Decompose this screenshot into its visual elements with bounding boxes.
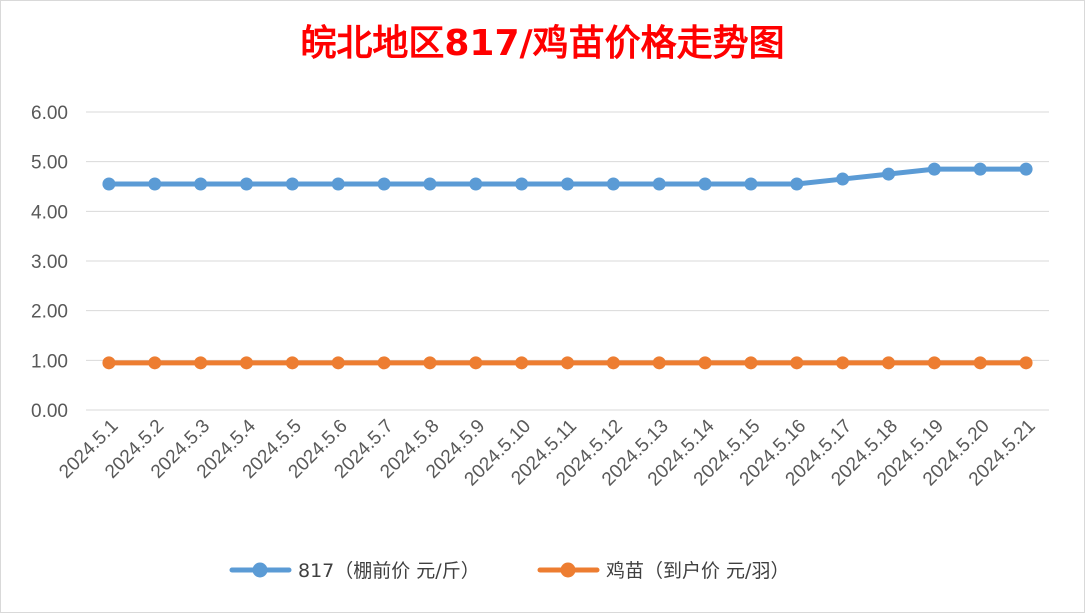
data-point	[377, 356, 391, 370]
data-point	[836, 356, 850, 370]
data-point	[606, 177, 620, 191]
y-tick-label: 5.00	[31, 153, 68, 174]
data-point	[469, 356, 483, 370]
data-point	[790, 177, 804, 191]
data-point	[469, 177, 483, 191]
data-point	[423, 356, 437, 370]
y-tick-label: 3.00	[31, 252, 68, 273]
chart-title: 皖北地区817/鸡苗价格走势图	[300, 23, 785, 64]
data-point	[882, 167, 895, 181]
legend-label: 鸡苗（到户价 元/羽）	[606, 560, 789, 582]
data-point	[331, 356, 345, 370]
data-point	[698, 356, 712, 370]
data-point	[331, 177, 345, 191]
y-axis-ticks: 0.00 1.00 2.00 3.00 4.00 5.00 6.00	[31, 103, 68, 422]
data-point	[240, 356, 253, 370]
legend-marker	[252, 562, 268, 578]
data-point	[285, 177, 299, 191]
data-point	[102, 356, 116, 370]
data-point	[927, 162, 941, 176]
data-point	[423, 177, 437, 191]
data-point	[194, 177, 208, 191]
data-point	[744, 356, 758, 370]
data-point	[194, 356, 208, 370]
y-tick-label: 1.00	[31, 351, 68, 372]
data-point	[102, 177, 116, 191]
legend-marker	[560, 562, 576, 578]
data-point	[652, 356, 666, 370]
data-point	[973, 356, 987, 370]
y-tick-label: 0.00	[31, 401, 68, 422]
data-point	[285, 356, 299, 370]
data-point	[515, 356, 529, 370]
data-point	[240, 177, 253, 191]
data-point	[561, 177, 574, 191]
data-point	[1019, 356, 1033, 370]
legend: 817（棚前价 元/斤） 鸡苗（到户价 元/羽）	[229, 560, 789, 582]
x-axis-ticks: 2024.5.12024.5.22024.5.32024.5.42024.5.5…	[55, 415, 1039, 490]
legend-item: 817（棚前价 元/斤）	[229, 560, 480, 582]
data-point	[927, 356, 941, 370]
data-point	[790, 356, 804, 370]
data-point	[882, 356, 895, 370]
legend-item: 鸡苗（到户价 元/羽）	[537, 560, 789, 582]
series-layer	[102, 162, 1033, 370]
data-point	[744, 177, 758, 191]
data-point	[377, 177, 391, 191]
data-point	[973, 162, 987, 176]
data-point	[836, 172, 850, 186]
data-point	[698, 177, 712, 191]
y-tick-label: 4.00	[31, 202, 68, 223]
data-point	[148, 177, 162, 191]
series-1	[102, 162, 1033, 191]
data-point	[606, 356, 620, 370]
y-tick-label: 6.00	[31, 103, 68, 124]
data-point	[515, 177, 529, 191]
data-point	[561, 356, 574, 370]
data-point	[652, 177, 666, 191]
y-tick-label: 2.00	[31, 302, 68, 323]
legend-label: 817（棚前价 元/斤）	[298, 560, 480, 582]
series-2	[102, 356, 1033, 370]
data-point	[1019, 162, 1033, 176]
data-point	[148, 356, 162, 370]
